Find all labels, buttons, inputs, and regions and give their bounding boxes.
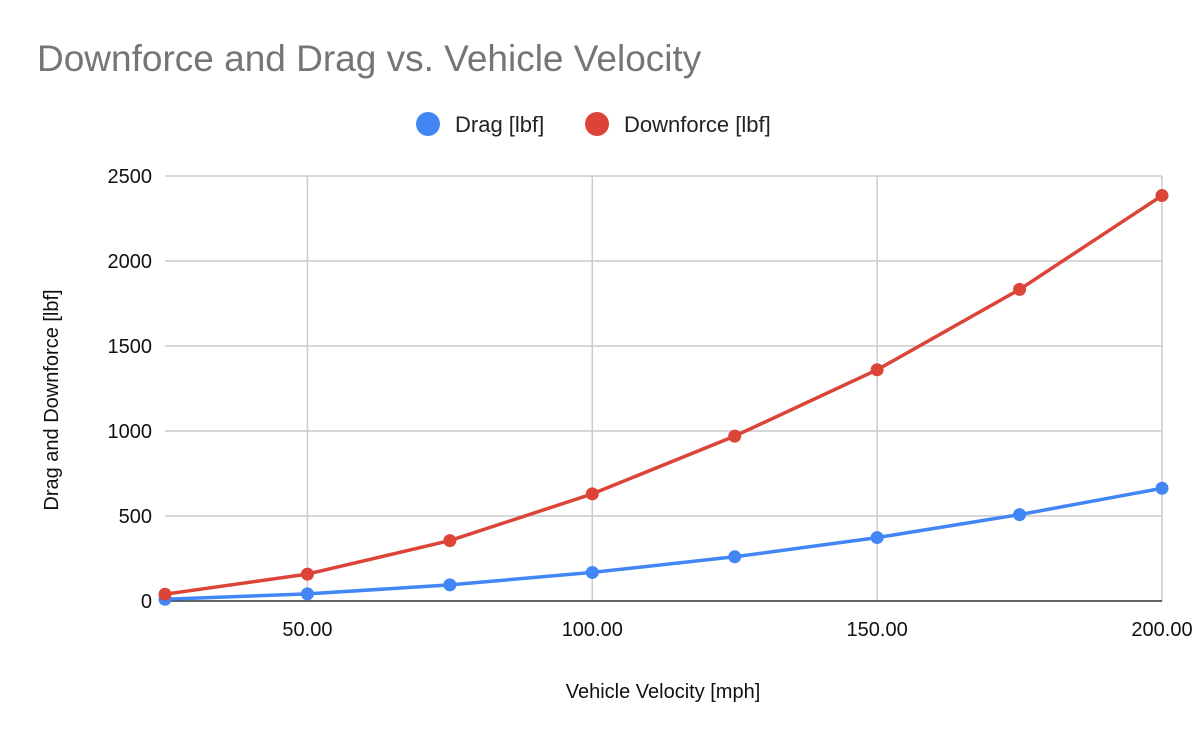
legend: Drag [lbf] Downforce [lbf] (416, 112, 771, 137)
data-point-drag-lbf (443, 578, 457, 592)
data-point-drag-lbf (585, 565, 599, 579)
data-point-downforce-lbf (443, 534, 457, 548)
series-line-drag-lbf (163, 486, 1164, 602)
data-point-downforce-lbf (585, 487, 599, 501)
legend-marker-drag-lbf (416, 112, 440, 136)
data-point-downforce-lbf (870, 363, 884, 377)
y-tick-label: 1500 (108, 336, 153, 358)
gridlines (165, 175, 1163, 602)
chart-title: Downforce and Drag vs. Vehicle Velocity (37, 38, 702, 79)
y-tick-label: 500 (119, 506, 152, 528)
data-point-downforce-lbf (1155, 189, 1169, 203)
legend-label-downforce-lbf: Downforce [lbf] (624, 112, 771, 137)
x-tick-label: 50.00 (282, 619, 332, 641)
y-tick-label: 2000 (108, 251, 153, 273)
data-point-drag-lbf (1013, 508, 1027, 522)
tick-labels: 0 500 1000 1500 2000 2500 50.00 100.00 150.00 200… (108, 166, 1193, 641)
data-point-downforce-lbf (158, 587, 172, 601)
data-point-drag-lbf (728, 550, 742, 564)
data-point-drag-lbf (870, 531, 884, 545)
data-point-drag-lbf (300, 587, 314, 601)
y-tick-label: 0 (141, 591, 152, 613)
y-tick-label: 2500 (108, 166, 153, 188)
series-line-downforce-lbf (163, 193, 1164, 596)
x-tick-label: 150.00 (847, 619, 908, 641)
data-point-drag-lbf (1155, 481, 1169, 495)
series-layer (158, 189, 1169, 606)
y-tick-label: 1000 (108, 421, 153, 443)
x-tick-label: 100.00 (562, 619, 623, 641)
data-point-downforce-lbf (300, 567, 314, 581)
data-point-downforce-lbf (1013, 282, 1027, 296)
x-tick-label: 200.00 (1131, 619, 1192, 641)
y-axis-title: Drag and Downforce [lbf] (41, 289, 63, 510)
legend-label-drag-lbf: Drag [lbf] (455, 112, 544, 137)
x-axis-title: Vehicle Velocity [mph] (566, 681, 761, 703)
legend-marker-downforce-lbf (585, 112, 609, 136)
data-point-downforce-lbf (728, 429, 742, 443)
